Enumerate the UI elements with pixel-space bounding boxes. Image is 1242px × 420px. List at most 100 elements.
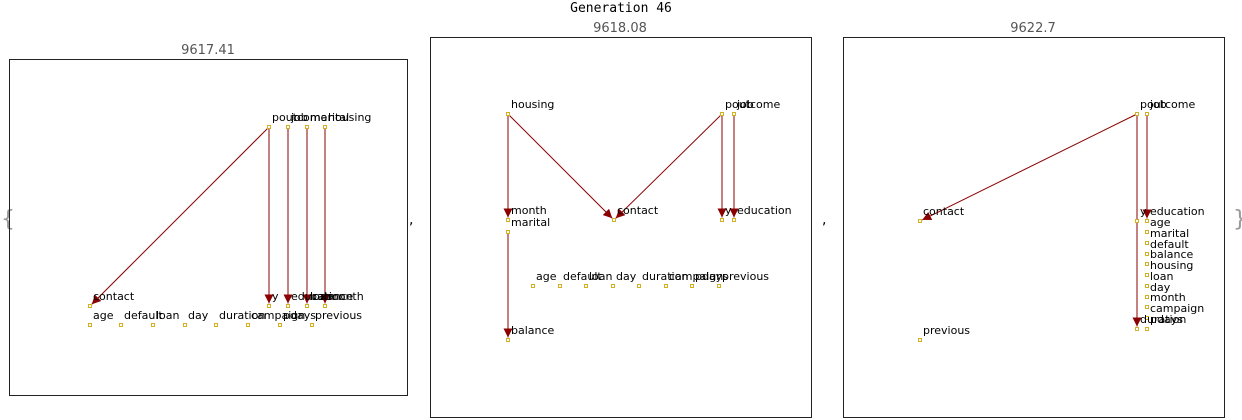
node-marker <box>1145 273 1149 277</box>
node-campaign: campaign <box>246 309 305 327</box>
node-education: education <box>732 204 792 222</box>
node-label: previous <box>315 309 362 322</box>
node-label: y <box>1140 205 1147 218</box>
node-balance: balance <box>506 324 555 342</box>
close-brace: } <box>1233 207 1242 232</box>
edge-poutcome-to-contact <box>922 113 1138 221</box>
node-label: y <box>725 204 732 217</box>
node-marker <box>1145 112 1149 116</box>
node-label: job <box>736 98 754 111</box>
node-label: marital <box>1150 227 1189 240</box>
node-job: job <box>732 98 754 116</box>
node-marker <box>246 323 250 327</box>
node-label: duration <box>219 309 265 322</box>
node-poutcome: poutcome <box>1135 98 1195 116</box>
edge-housing-to-contact <box>507 113 613 219</box>
node-age: age <box>531 270 557 288</box>
node-poutcome: poutcome <box>267 111 327 129</box>
node-marker <box>267 125 271 129</box>
node-month: month <box>1145 291 1186 309</box>
open-brace: { <box>1 207 15 232</box>
panel-frame <box>430 37 812 418</box>
node-marker <box>1145 327 1149 331</box>
node-marker <box>183 323 187 327</box>
node-label: duration <box>642 270 688 283</box>
node-marker <box>584 284 588 288</box>
node-label: contact <box>923 205 965 218</box>
node-marker <box>506 338 510 342</box>
node-label: education <box>1150 205 1205 218</box>
node-marker <box>88 323 92 327</box>
node-label: campaign <box>251 309 305 322</box>
node-marker <box>305 304 309 308</box>
node-duration: duration <box>214 309 265 327</box>
node-marker <box>1135 112 1139 116</box>
node-label: previous <box>923 324 970 337</box>
node-marker <box>305 125 309 129</box>
edge-layer <box>91 126 330 305</box>
node-label: month <box>328 290 364 303</box>
node-marker <box>612 218 616 222</box>
node-label: age <box>93 309 114 322</box>
node-label: housing <box>1150 259 1193 272</box>
node-marker <box>1145 316 1149 320</box>
node-label: poutcome <box>1140 98 1195 111</box>
node-label: default <box>563 270 602 283</box>
node-previous: previous <box>918 324 970 342</box>
node-poutcome: poutcome <box>720 98 780 116</box>
node-marital: marital <box>1145 227 1189 245</box>
node-education: education <box>286 290 346 308</box>
node-marker <box>1145 295 1149 299</box>
node-loan: loan <box>1145 270 1174 288</box>
panel-score: 9618.08 <box>593 21 647 36</box>
node-housing: housing <box>506 98 554 116</box>
edge-poutcome-to-contact <box>91 126 270 305</box>
node-marker <box>151 323 155 327</box>
node-loan: loan <box>584 270 613 288</box>
node-default: default <box>119 309 163 327</box>
node-marker <box>1145 262 1149 266</box>
node-label: day <box>1150 281 1171 294</box>
node-y: y <box>720 204 732 222</box>
node-marker <box>323 125 327 129</box>
node-marker <box>1135 219 1139 223</box>
node-label: education <box>291 290 346 303</box>
node-marital: marital <box>506 216 550 234</box>
node-default: default <box>558 270 602 288</box>
node-label: age <box>1150 216 1171 229</box>
node-previous: previous <box>310 309 362 327</box>
node-duration: duration <box>637 270 688 288</box>
node-campaign: campaign <box>664 270 723 288</box>
node-label: day <box>616 270 637 283</box>
node-y: y <box>267 290 279 308</box>
node-marker <box>267 304 271 308</box>
node-label: housing <box>328 111 371 124</box>
node-label: poutcome <box>725 98 780 111</box>
node-label: age <box>536 270 557 283</box>
node-label: job <box>1149 98 1167 111</box>
node-job: job <box>286 111 308 129</box>
node-month: month <box>506 204 547 222</box>
node-housing: housing <box>323 111 371 129</box>
generation-title: Generation 46 <box>570 1 672 16</box>
node-education: education <box>1145 205 1205 223</box>
node-label: education <box>737 204 792 217</box>
node-loan2: loan <box>305 290 334 308</box>
node-balance: balance <box>1145 248 1194 266</box>
node-duration: duration <box>1135 313 1186 331</box>
node-marker <box>717 284 721 288</box>
node-previous: previous <box>717 270 769 288</box>
node-day: day <box>1145 281 1171 299</box>
edge-poutcome-to-contact <box>615 113 723 219</box>
node-marker <box>531 284 535 288</box>
node-pdays: pdays <box>278 309 316 327</box>
node-marital: marital <box>305 111 349 129</box>
node-pdays: pdays <box>690 270 728 288</box>
node-label: housing <box>511 98 554 111</box>
node-marker <box>611 284 615 288</box>
node-marker <box>1135 327 1139 331</box>
